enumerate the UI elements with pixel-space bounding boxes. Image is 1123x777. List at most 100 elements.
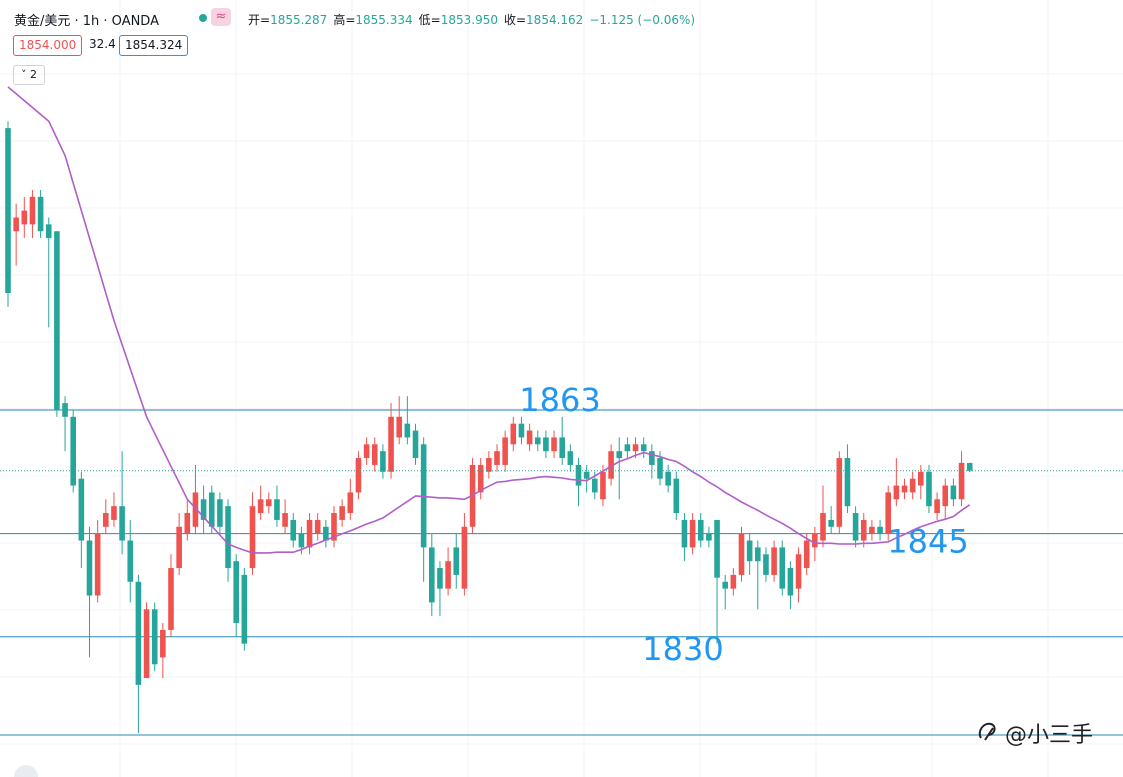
candle-body <box>208 492 215 527</box>
candle-body <box>526 430 533 445</box>
ohlc-value: 1855.287 <box>270 13 328 27</box>
ohlc: 开=1855.287 高=1855.334 低=1853.950 收=1854.162… <box>248 11 695 28</box>
candle-body <box>412 430 419 459</box>
candle-body <box>575 464 582 486</box>
candle-body <box>592 478 598 493</box>
candle-body <box>722 581 728 589</box>
buy-button[interactable]: 1854.324 <box>119 35 189 56</box>
candle-body <box>331 513 337 541</box>
candle-body <box>257 499 264 514</box>
candle-body <box>429 547 435 603</box>
candle-body <box>54 231 60 410</box>
candle-body <box>200 499 207 520</box>
ohlc-label: 高= <box>333 13 356 27</box>
candle-body <box>518 423 525 438</box>
level-label: 1845 <box>887 523 968 561</box>
candle-body <box>966 462 973 471</box>
candle-body <box>298 533 305 548</box>
candle-body <box>380 451 386 472</box>
candle-body <box>143 609 150 679</box>
candle-body <box>543 437 549 452</box>
ohlc-label: 低= <box>418 13 441 27</box>
candle-body <box>950 485 957 500</box>
candle-body <box>274 499 280 520</box>
sell-button[interactable]: 1854.000 <box>13 35 83 56</box>
candle-body <box>657 458 663 479</box>
candle-body <box>649 451 655 465</box>
candle-body <box>290 519 297 541</box>
candle-body <box>135 581 142 685</box>
symbol[interactable]: 黄金/美元 · 1h · OANDA <box>14 14 159 29</box>
candle-body <box>755 547 761 562</box>
candle-body <box>176 526 182 569</box>
candle-body <box>111 506 117 520</box>
indicator-count: 2 <box>30 68 37 81</box>
candle-body <box>437 568 443 589</box>
candle-body <box>404 423 411 438</box>
corner-icon <box>14 765 38 777</box>
delay-badge[interactable]: ≈ <box>211 8 231 26</box>
candle-body <box>885 492 891 534</box>
ohlc-value: 1854.162 <box>526 13 584 27</box>
candle-body <box>225 506 231 569</box>
candle-body <box>730 574 737 589</box>
candle-body <box>371 444 378 465</box>
spread: 32.4 <box>89 37 116 51</box>
candle-body <box>787 568 794 596</box>
candle-body <box>583 471 590 479</box>
candle-body <box>551 437 557 452</box>
ohlc-value: 1853.950 <box>440 13 498 27</box>
candle-body <box>363 444 370 459</box>
candle-body <box>877 526 883 534</box>
candle-body <box>934 499 940 514</box>
candle-body <box>567 451 574 465</box>
ohlc-label: 开= <box>248 13 271 27</box>
candle-body <box>306 519 313 548</box>
candle-body <box>812 533 818 548</box>
candle-body <box>803 540 810 569</box>
candle-body <box>901 485 908 493</box>
candle-body <box>640 444 647 452</box>
candle-body <box>820 513 826 541</box>
candle-body <box>632 444 639 452</box>
candle-body <box>323 526 329 541</box>
candle-body <box>494 451 500 465</box>
watermark: @小三手 <box>1005 723 1094 748</box>
indicator-toggle[interactable]: ˅ 2 <box>13 65 45 85</box>
candle-body <box>828 519 834 527</box>
candle-body <box>665 471 671 486</box>
candle-body <box>249 506 256 569</box>
candle-body <box>608 451 614 479</box>
candle-body <box>13 217 19 232</box>
candle-body <box>510 423 517 445</box>
candle-body <box>241 574 248 644</box>
ohlc-label: 收= <box>503 13 527 27</box>
candle-body <box>347 492 354 514</box>
candle-body <box>103 513 109 527</box>
candle-body <box>486 458 492 472</box>
change: −1.125 (−0.06%) <box>589 13 696 27</box>
candle-body <box>5 128 11 294</box>
candle-body <box>86 540 93 596</box>
candle-body <box>852 513 859 541</box>
candle-body <box>119 506 125 541</box>
candle-body <box>339 506 345 520</box>
candle-body <box>738 533 745 575</box>
candle-body <box>534 437 541 445</box>
candle-body <box>184 513 191 534</box>
candle-body <box>909 478 916 493</box>
watermark-logo <box>978 722 996 741</box>
candle-body <box>151 609 158 665</box>
candle-body <box>926 471 932 507</box>
candle-body <box>37 196 44 232</box>
candle-body <box>233 561 239 624</box>
candle-body <box>958 462 965 500</box>
candle-body <box>502 437 508 465</box>
candle-body <box>763 554 769 575</box>
candle-body <box>673 478 680 514</box>
candle-body <box>192 492 199 527</box>
candle-body <box>282 513 288 527</box>
candle-body <box>21 210 28 225</box>
